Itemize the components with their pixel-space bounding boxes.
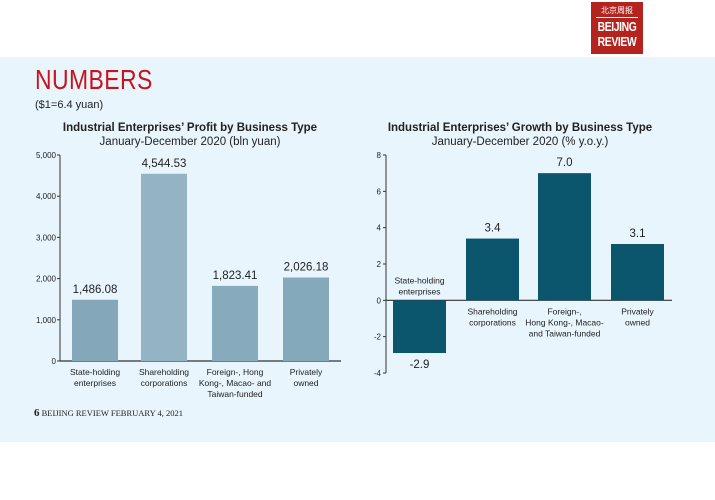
chart1-category-label: Kong-, Macao- and (199, 378, 272, 388)
chart1-bar (283, 277, 329, 361)
exchange-rate: ($1=6.4 yuan) (35, 99, 104, 111)
chart2-category-label: Foreign-, (547, 306, 581, 316)
chart1-category-label: Foreign-, Hong (207, 367, 264, 377)
chart2-category-label: enterprises (398, 286, 440, 296)
chart1-category-label: enterprises (74, 378, 116, 388)
chart1-category-label: owned (293, 378, 318, 388)
chart2-category-label: corporations (469, 317, 516, 327)
chart1-bar-value: 4,544.53 (142, 158, 187, 170)
chart2-category-label: owned (625, 317, 650, 327)
chart1-bar-value: 1,823.41 (213, 270, 258, 282)
chart2-title: Industrial Enterprises’ Growth by Busine… (387, 122, 653, 134)
chart2-bar-value: 3.1 (630, 228, 646, 240)
chart2-y-tick-label: -4 (374, 369, 382, 378)
background-panel (0, 57, 715, 442)
chart2-category-label: Shareholding (467, 306, 517, 316)
chart2-bar-value: -2.9 (410, 359, 430, 371)
chart2-category-label: State-holding (394, 275, 444, 285)
beijing-review-logo: 北京周报 BEIJING REVIEW (591, 2, 643, 54)
logo-chinese: 北京周报 (596, 5, 638, 18)
chart1-category-label: Taiwan-funded (207, 389, 263, 399)
page-title: NUMBERS (35, 64, 153, 95)
chart1-bar (212, 285, 258, 361)
chart2-bar-value: 7.0 (557, 157, 573, 169)
chart2-y-tick-label: -2 (374, 333, 382, 342)
chart1-category-label: corporations (141, 378, 188, 388)
footer: 6 BEIJING REVIEW FEBRUARY 4, 2021 (34, 407, 183, 419)
chart1-y-tick-label: 5,000 (36, 151, 57, 160)
chart1-category-label: Privately (290, 367, 323, 377)
page-number: 6 (34, 407, 40, 419)
chart1-category-label: Shareholding (139, 367, 189, 377)
chart2-y-tick-label: 0 (377, 296, 382, 305)
chart1-y-tick-label: 3,000 (36, 233, 57, 242)
chart2-bar (611, 244, 664, 301)
chart2-y-tick-label: 8 (377, 151, 382, 160)
chart1-category-label: State-holding (70, 367, 120, 377)
chart1-subtitle: January-December 2020 (bln yuan) (99, 136, 281, 148)
chart2-bar-value: 3.4 (485, 223, 502, 235)
chart1-y-tick-label: 2,000 (36, 275, 57, 284)
chart1-bar (72, 299, 118, 361)
chart1-y-tick-label: 0 (52, 357, 57, 366)
chart2-y-tick-label: 6 (377, 187, 382, 196)
footer-text: BEIJING REVIEW FEBRUARY 4, 2021 (41, 408, 184, 418)
chart2-heading: Industrial Enterprises’ Growth by Busine… (370, 121, 670, 149)
chart2-category-label: Hong Kong-, Macao- (525, 317, 604, 327)
chart2-category-label: Privately (621, 306, 654, 316)
chart1-bar-value: 1,486.08 (73, 284, 118, 296)
chart2-y-tick-label: 2 (377, 260, 382, 269)
chart2-bar (393, 300, 446, 354)
chart1-bar-value: 2,026.18 (284, 262, 329, 274)
chart2-bar (538, 173, 591, 301)
chart2-bar (466, 238, 519, 301)
chart2-y-tick-label: 4 (377, 224, 382, 233)
chart2-category-label: and Taiwan-funded (529, 328, 601, 338)
logo-line1: BEIJING (597, 19, 637, 34)
chart1-title: Industrial Enterprises’ Profit by Busine… (62, 122, 318, 134)
chart2-subtitle: January-December 2020 (% y.o.y.) (431, 136, 609, 148)
chart1-heading: Industrial Enterprises’ Profit by Busine… (40, 121, 340, 149)
logo-line2: REVIEW (597, 34, 637, 49)
chart1-bar (141, 173, 187, 361)
chart1-y-tick-label: 4,000 (36, 192, 57, 201)
chart1-y-tick-label: 1,000 (36, 316, 57, 325)
